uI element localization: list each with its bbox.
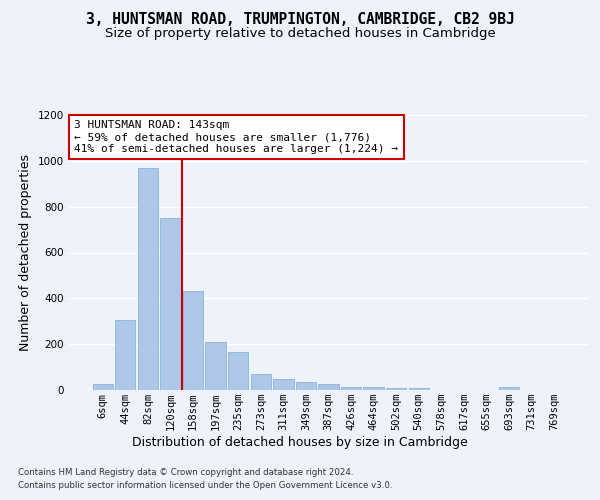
Y-axis label: Number of detached properties: Number of detached properties [19, 154, 32, 351]
Bar [273, 379, 293, 390]
Text: Size of property relative to detached houses in Cambridge: Size of property relative to detached ho… [104, 28, 496, 40]
Bar [364, 387, 384, 390]
Bar [115, 320, 136, 390]
Text: Distribution of detached houses by size in Cambridge: Distribution of detached houses by size … [132, 436, 468, 449]
Bar [386, 388, 406, 390]
Bar [409, 388, 429, 390]
Text: Contains public sector information licensed under the Open Government Licence v3: Contains public sector information licen… [18, 482, 392, 490]
Text: 3 HUNTSMAN ROAD: 143sqm
← 59% of detached houses are smaller (1,776)
41% of semi: 3 HUNTSMAN ROAD: 143sqm ← 59% of detache… [74, 120, 398, 154]
Text: Contains HM Land Registry data © Crown copyright and database right 2024.: Contains HM Land Registry data © Crown c… [18, 468, 353, 477]
Bar [341, 386, 361, 390]
Bar [138, 168, 158, 390]
Bar [160, 218, 181, 390]
Bar [499, 387, 519, 390]
Text: 3, HUNTSMAN ROAD, TRUMPINGTON, CAMBRIDGE, CB2 9BJ: 3, HUNTSMAN ROAD, TRUMPINGTON, CAMBRIDGE… [86, 12, 514, 28]
Bar [183, 292, 203, 390]
Bar [92, 384, 113, 390]
Bar [296, 382, 316, 390]
Bar [205, 342, 226, 390]
Bar [228, 352, 248, 390]
Bar [251, 374, 271, 390]
Bar [319, 384, 338, 390]
